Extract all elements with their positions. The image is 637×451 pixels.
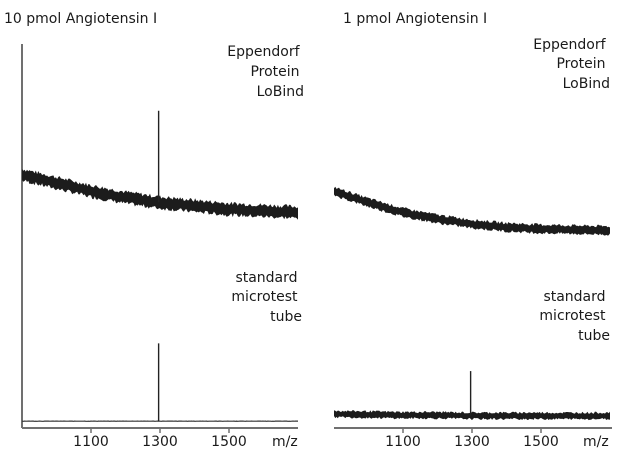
spectrum-noise-band <box>22 169 298 220</box>
x-tick-label: 1500 <box>211 434 247 450</box>
x-axis-ticks: 1100 1300 1500 <box>385 428 559 450</box>
x-tick-label: 1100 <box>73 434 109 450</box>
x-axis-label: m/z <box>583 434 609 450</box>
spectrum-lobind-10pmol <box>22 110 298 220</box>
spectrum-lobind-1pmol <box>334 186 610 236</box>
lobind-label: Eppendorf Protein LoBind <box>227 44 304 100</box>
x-axis-label: m/z <box>272 434 298 450</box>
spectrum-noise-band <box>334 186 610 236</box>
standard-tube-label: standard microtest tube <box>539 289 610 344</box>
spectrum-standard-10pmol <box>21 343 298 422</box>
panel-1pmol: 1 pmol Angiotensin I Eppendorf Protein L… <box>334 11 612 450</box>
x-tick-label: 1300 <box>454 434 490 450</box>
x-tick-label: 1100 <box>385 434 421 450</box>
spectrum-standard-1pmol <box>334 371 610 421</box>
spectrum-noise-band <box>334 410 610 421</box>
x-axis-ticks: 1100 1300 1500 <box>73 428 247 450</box>
x-tick-label: 1500 <box>523 434 559 450</box>
standard-tube-label: standard microtest tube <box>231 270 302 325</box>
panel-title: 10 pmol Angiotensin I <box>4 11 157 27</box>
panel-title: 1 pmol Angiotensin I <box>343 11 487 27</box>
x-tick-label: 1300 <box>142 434 178 450</box>
lobind-label: Eppendorf Protein LoBind <box>533 37 610 92</box>
panel-10pmol: 10 pmol Angiotensin I Eppendorf Protein … <box>4 11 304 450</box>
